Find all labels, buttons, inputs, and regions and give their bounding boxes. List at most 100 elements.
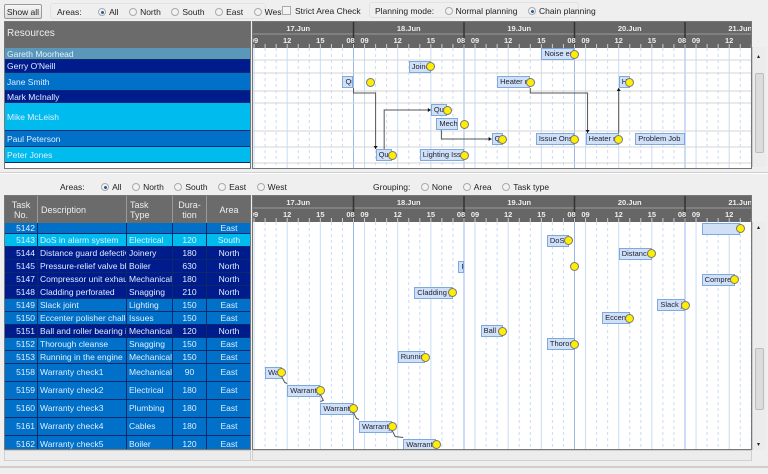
grouping-radio-none[interactable]: None [420,182,452,192]
area-radio-west[interactable]: West [253,7,284,17]
column-header-task-type[interactable]: Task Type [127,196,173,223]
cell-task-type: Issues [127,311,173,324]
task-bar[interactable]: Cladding p [414,286,453,299]
cell-area: North [207,273,250,285]
cell-task-no: 5143 [5,234,38,246]
grouping-radio-task-type[interactable]: Task type [502,182,549,192]
area-radio-south[interactable]: South [171,7,205,17]
task-bar[interactable]: Runnin [397,351,426,363]
column-header-description[interactable]: Description [38,196,127,223]
due-date-marker [349,404,358,413]
label: Normal planning [455,6,518,16]
table-row[interactable]: 5161 Warranty check4 Cables 180 East [5,417,250,436]
radio-icon [132,183,141,191]
task-bar[interactable]: Compres [701,273,735,286]
task-bar[interactable]: Warranty [359,420,393,433]
splitter[interactable] [0,172,768,174]
table-row[interactable]: 5150 Eccenter polisher challe Issues 150 Eas… [5,311,250,325]
area-radio-east[interactable]: East [215,7,243,17]
planning-radio-normal[interactable]: Normal planning [444,6,518,16]
hour-label: 12 [394,210,402,219]
table-row[interactable]: 5147 Compressor unit exhau Mechanical 180 No… [5,273,250,286]
table-row[interactable]: 5142 East [5,223,250,234]
table-row[interactable]: 5145 Pressure-relief valve bl Boiler 630 Nor… [5,260,250,273]
scroll-up-icon[interactable]: ▴ [757,225,761,231]
show-all-button[interactable]: Show all [4,4,42,19]
resource-row[interactable]: Jane Smith [5,73,250,91]
table-row[interactable]: 5143 DoS in alarm system Electrical 120 Sout… [5,234,250,247]
resource-vertical-scrollbar[interactable]: ▴ [752,47,766,167]
strict-area-check[interactable]: Strict Area Check [282,6,361,16]
cell-task-no: 5159 [5,381,38,399]
table-row[interactable]: 5152 Thorough cleanse Snagging 150 East [5,337,250,351]
task-gantt-horizontal-scrollbar[interactable] [252,450,752,461]
cell-task-no: 5160 [5,399,38,417]
task-bar[interactable]: Warranty [320,402,354,415]
timeline-header [253,22,751,48]
dependency-arrow [353,88,377,149]
area-radio-north[interactable]: North [129,7,161,17]
task-bar[interactable]: Problem Job [635,133,685,145]
column-header-duration[interactable]: Dura-tion [173,196,207,223]
area-radio-all[interactable]: All [101,182,122,192]
area-radio-north[interactable]: North [132,182,164,192]
label: West [264,7,284,17]
resource-row[interactable]: Peter Jones [5,147,250,163]
table-row[interactable]: 5162 Warranty check5 Boiler 120 East [5,435,250,449]
resource-row[interactable]: Paul Peterson [5,131,250,147]
hour-label: 09 [692,210,700,219]
task-bar[interactable]: Warranty [287,384,321,397]
hour-label: 15 [427,210,435,219]
due-date-marker [647,249,657,258]
task-bar[interactable]: Issue Onsi [535,133,575,145]
label: South [182,7,205,17]
table-row[interactable]: 5148 Cladding perforated Snagging 210 North [5,286,250,299]
table-row[interactable]: 5159 Warranty check2 Electrical 180 East [5,381,250,400]
area-radio-east[interactable]: East [218,182,246,192]
grouping-radio-area[interactable]: Area [462,182,492,192]
planning-radio-chain[interactable]: Chain planning [528,6,596,16]
task-bar[interactable]: Mech [436,118,459,130]
cell-task-no: 5150 [5,311,38,324]
task-vertical-scrollbar[interactable]: ▴ ▾ [752,222,766,450]
resource-row[interactable]: Gerry O'Neill [5,60,250,73]
table-row[interactable]: 5160 Warranty check3 Plumbing 180 East [5,399,250,418]
resource-row[interactable]: Mark McInally [5,91,250,103]
table-row[interactable]: 5158 Warranty check1 Mechanical 90 East [5,363,250,382]
planning-mode-label: Planning mode: [375,6,435,16]
dependency-arrow [529,88,589,133]
area-radio-all[interactable]: All [98,7,119,17]
scroll-thumb[interactable] [755,73,764,153]
task-bar[interactable]: Distance [618,247,652,260]
cell-area: East [207,382,250,399]
scroll-down-icon[interactable]: ▾ [757,442,761,448]
day-label: 19.Jun [507,198,531,207]
arrow-head [427,108,431,112]
label: North [140,7,161,17]
task-gantt: 17.Jun 08 09 12 15 18.Jun 08 09 12 15 19.Jun 08 09 12… [252,195,752,450]
column-header-area[interactable]: Area [207,196,250,223]
table-row[interactable]: 5149 Slack joint Lighting 150 East [5,299,250,312]
scroll-up-icon[interactable]: ▴ [757,54,761,60]
task-bar[interactable]: P [458,260,464,273]
due-date-marker [735,224,745,233]
due-date-marker [730,275,740,284]
column-header-task-no[interactable]: Task No. [5,196,38,223]
table-row[interactable]: 5144 Distance guard defectiv Joinery 180 Nor… [5,247,250,260]
task-bar[interactable]: Lighting Issu [419,149,464,161]
task-bar[interactable] [701,222,741,235]
area-radio-south[interactable]: South [174,182,208,192]
cell-task-no: 5152 [5,337,38,350]
resources-header: Resources [5,22,250,48]
scroll-thumb[interactable] [755,348,764,410]
task-bar[interactable]: Qu [342,76,354,88]
day-label: 17.Jun [286,24,310,33]
task-table-horizontal-scrollbar[interactable] [4,450,251,461]
resource-name: Paul Peterson [7,133,61,144]
area-radio-west[interactable]: West [256,182,287,192]
table-row[interactable]: 5153 Running in the engine Mechanical 150 Ea… [5,350,250,364]
resource-row[interactable]: Gareth Moorhead [5,48,250,60]
resource-row[interactable]: Mike McLeish [5,103,250,131]
table-row[interactable]: 5151 Ball and roller bearing i Mechanical 1… [5,324,250,338]
hour-label: 09 [253,210,258,219]
